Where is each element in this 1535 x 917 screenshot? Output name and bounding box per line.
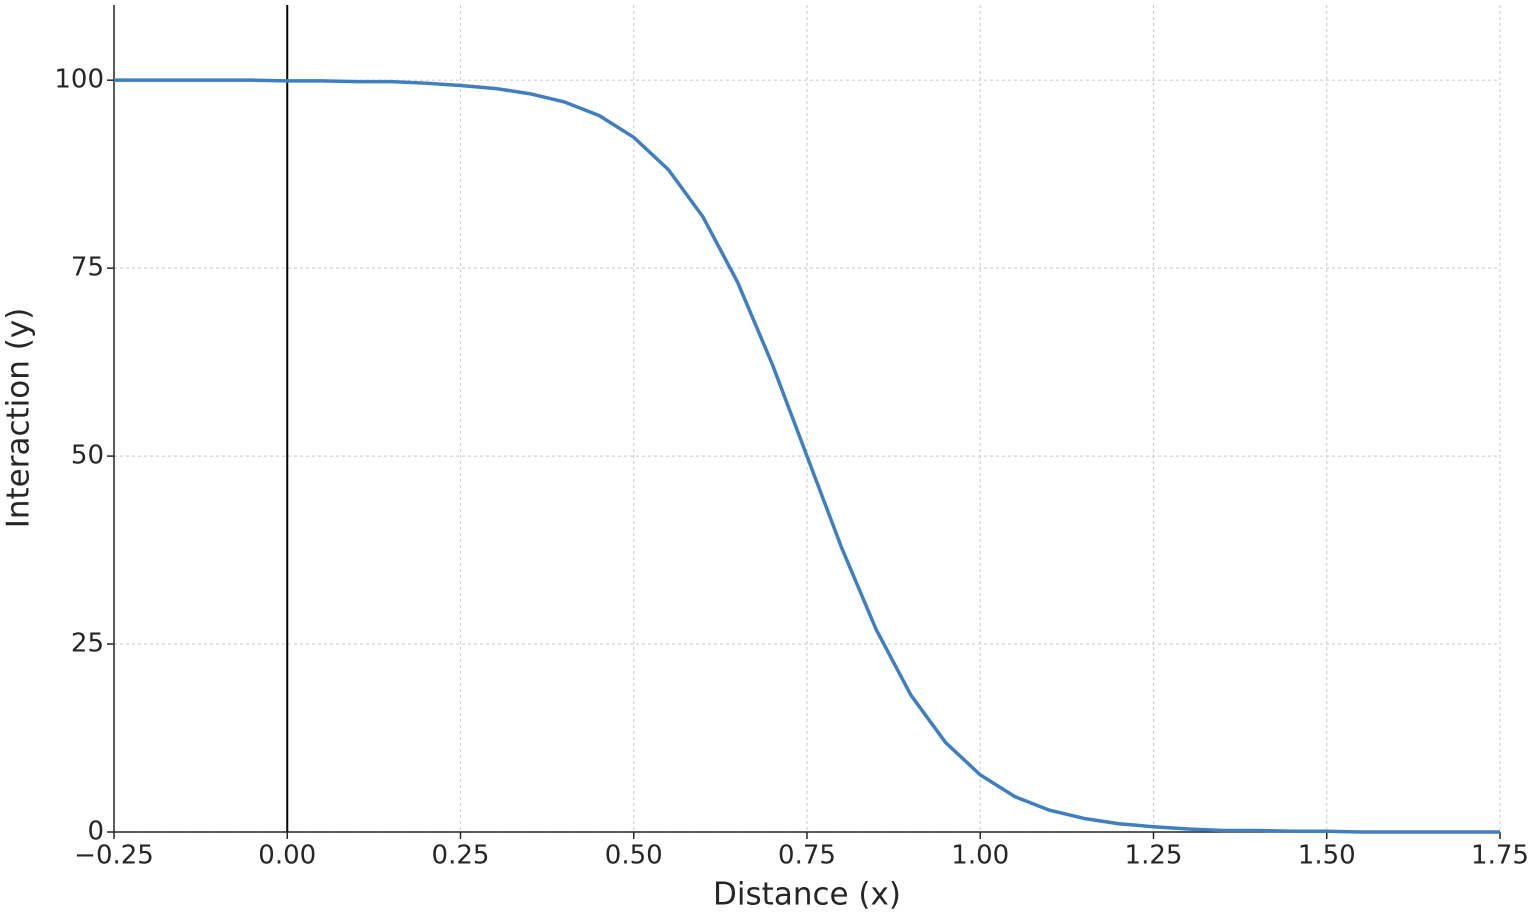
x-tick-label: 0.50 bbox=[605, 841, 663, 871]
y-tick-label: 0 bbox=[87, 817, 104, 847]
x-tick-label: 1.75 bbox=[1471, 841, 1529, 871]
y-tick-label: 25 bbox=[71, 629, 104, 659]
x-tick-label: 1.00 bbox=[951, 841, 1009, 871]
x-axis-label: Distance (x) bbox=[713, 877, 901, 913]
y-tick-label: 75 bbox=[71, 253, 104, 283]
data-line bbox=[114, 78, 1500, 834]
x-tick-label: 0.00 bbox=[258, 841, 316, 871]
x-tick-label: 0.75 bbox=[778, 841, 836, 871]
y-tick-label: 50 bbox=[71, 441, 104, 471]
y-axis-label: Interaction (y) bbox=[1, 308, 37, 529]
y-tick-label: 100 bbox=[54, 65, 104, 95]
x-tick-label: 0.25 bbox=[432, 841, 490, 871]
x-tick-label: −0.25 bbox=[74, 841, 154, 871]
x-tick-label: 1.50 bbox=[1298, 841, 1356, 871]
x-tick-label: 1.25 bbox=[1125, 841, 1183, 871]
